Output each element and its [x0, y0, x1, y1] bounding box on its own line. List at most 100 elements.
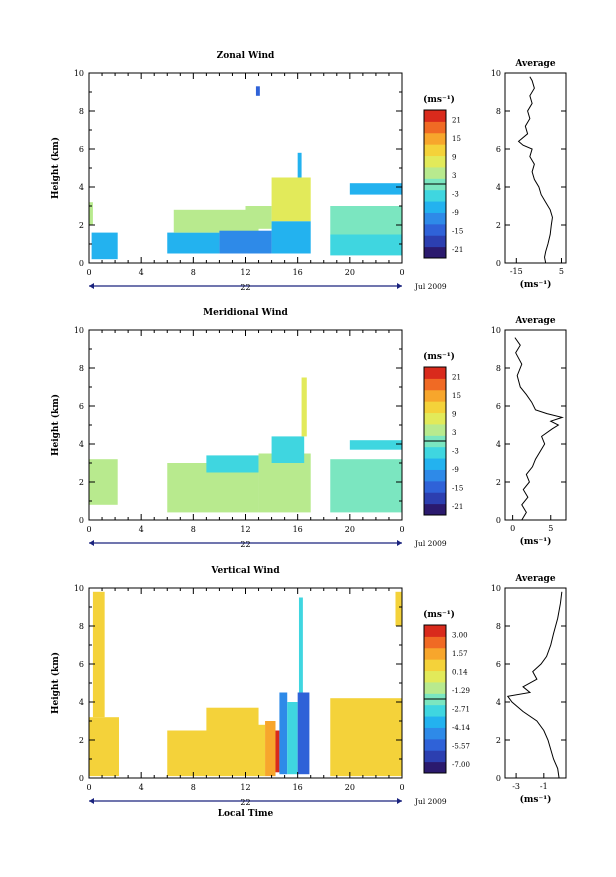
y-tick-label: 4	[79, 440, 84, 449]
average-y-tick-label: 6	[496, 145, 501, 154]
heatmap-cell	[330, 698, 402, 777]
colorbar-segment	[424, 155, 446, 168]
date-bar-arrow-left	[89, 798, 94, 804]
average-frame	[504, 72, 567, 264]
colorbar-segment	[424, 412, 446, 425]
y-axis-label: Height (km)	[50, 652, 61, 714]
colorbar-tick-label: -21	[452, 246, 463, 254]
average-profile-line	[517, 76, 553, 264]
panel-title: Meridional Wind	[203, 308, 288, 318]
date-bar-arrow-right	[397, 283, 402, 289]
heatmap-cell	[89, 717, 119, 777]
colorbar-segment	[424, 235, 446, 248]
colorbar-segment	[424, 469, 446, 482]
y-tick-label: 8	[79, 364, 84, 373]
colorbar-tick-label: -9	[452, 209, 459, 217]
date-day-label: 22	[240, 283, 250, 292]
date-day-label: 22	[240, 798, 250, 807]
colorbar-tick-label: -2.71	[452, 705, 470, 713]
colorbar-segment	[424, 423, 446, 436]
y-tick-label: 10	[74, 326, 84, 335]
average-y-tick-label: 6	[496, 402, 501, 411]
heatmap-cell	[349, 440, 402, 450]
heatmap-cell	[271, 221, 311, 254]
x-tick-label: 4	[139, 525, 144, 534]
colorbar-tick-label: 1.57	[452, 650, 468, 658]
x-tick-label: 20	[345, 268, 355, 277]
y-tick-label: 4	[79, 183, 84, 192]
heatmap-regions	[89, 86, 402, 260]
colorbar-tick-label: 3	[452, 429, 456, 437]
heatmap-cell	[271, 177, 311, 222]
heatmap-cell	[258, 453, 311, 513]
average-y-tick-label: 0	[496, 774, 501, 783]
y-tick-label: 8	[79, 107, 84, 116]
average-unit-label: (ms⁻¹)	[520, 279, 552, 290]
date-bar-arrow-right	[397, 798, 402, 804]
average-y-tick-label: 8	[496, 107, 501, 116]
colorbar-segment	[424, 132, 446, 145]
x-tick-label: 20	[345, 783, 355, 792]
colorbar-unit: (ms⁻¹)	[423, 94, 455, 105]
x-tick-label: 8	[191, 268, 196, 277]
colorbar-segment	[424, 166, 446, 179]
heatmap-cell	[330, 234, 402, 256]
x-axis-label: Local Time	[218, 809, 274, 819]
heatmap-regions	[89, 591, 402, 777]
average-y-tick-label: 6	[496, 660, 501, 669]
colorbar-segment	[424, 189, 446, 202]
y-tick-label: 4	[79, 698, 84, 707]
y-tick-label: 2	[79, 478, 84, 487]
heatmap-cell	[330, 459, 402, 513]
colorbar-segment	[424, 389, 446, 402]
average-x-tick-label: 5	[548, 524, 553, 533]
y-tick-label: 10	[74, 584, 84, 593]
date-bar-arrow-left	[89, 540, 94, 546]
colorbar-tick-label: 15	[452, 392, 461, 400]
average-y-tick-label: 4	[496, 440, 501, 449]
average-frame	[504, 587, 567, 779]
y-tick-label: 6	[79, 145, 84, 154]
colorbar-tick-label: -3	[452, 447, 459, 455]
y-tick-label: 0	[79, 516, 84, 525]
heatmap-cell	[245, 724, 266, 777]
colorbar-tick-label: 3	[452, 172, 456, 180]
average-y-tick-label: 4	[496, 183, 501, 192]
colorbar-tick-label: 15	[452, 135, 461, 143]
average-profile-line	[514, 337, 564, 521]
date-month-label: Jul 2009	[414, 797, 447, 806]
x-tick-label: 8	[191, 525, 196, 534]
colorbar-segment	[424, 659, 446, 672]
colorbar-segment	[424, 121, 446, 134]
colorbar-tick-label: -15	[452, 484, 463, 492]
y-tick-label: 2	[79, 736, 84, 745]
panel-title: Zonal Wind	[217, 51, 275, 61]
heatmap-regions	[89, 377, 402, 513]
colorbar-unit: (ms⁻¹)	[423, 351, 455, 362]
y-axis-label: Height (km)	[50, 137, 61, 199]
average-y-tick-label: 2	[496, 478, 501, 487]
colorbar-segment	[424, 212, 446, 225]
colorbar-segment	[424, 761, 446, 774]
colorbar-segment	[424, 378, 446, 391]
date-month-label: Jul 2009	[414, 539, 447, 548]
x-tick-label: 16	[293, 783, 303, 792]
colorbar-tick-label: 3.00	[452, 631, 468, 639]
heatmap-cell	[395, 591, 402, 626]
x-tick-label: 12	[240, 525, 250, 534]
colorbar-tick-label: -7.00	[452, 761, 470, 769]
heatmap-cell	[92, 591, 105, 718]
average-title: Average	[514, 59, 555, 69]
y-tick-label: 2	[79, 221, 84, 230]
average-x-tick-label: 0	[510, 524, 515, 533]
average-x-tick-label: -15	[510, 267, 523, 276]
heatmap-cell	[301, 377, 307, 437]
average-y-tick-label: 8	[496, 622, 501, 631]
average-x-tick-label: -1	[540, 782, 548, 791]
colorbar-tick-label: -4.14	[452, 724, 470, 732]
colorbar-tick-label: -1.29	[452, 687, 470, 695]
heatmap-cell	[275, 730, 280, 773]
colorbar-tick-label: 9	[452, 153, 456, 161]
y-tick-label: 6	[79, 660, 84, 669]
